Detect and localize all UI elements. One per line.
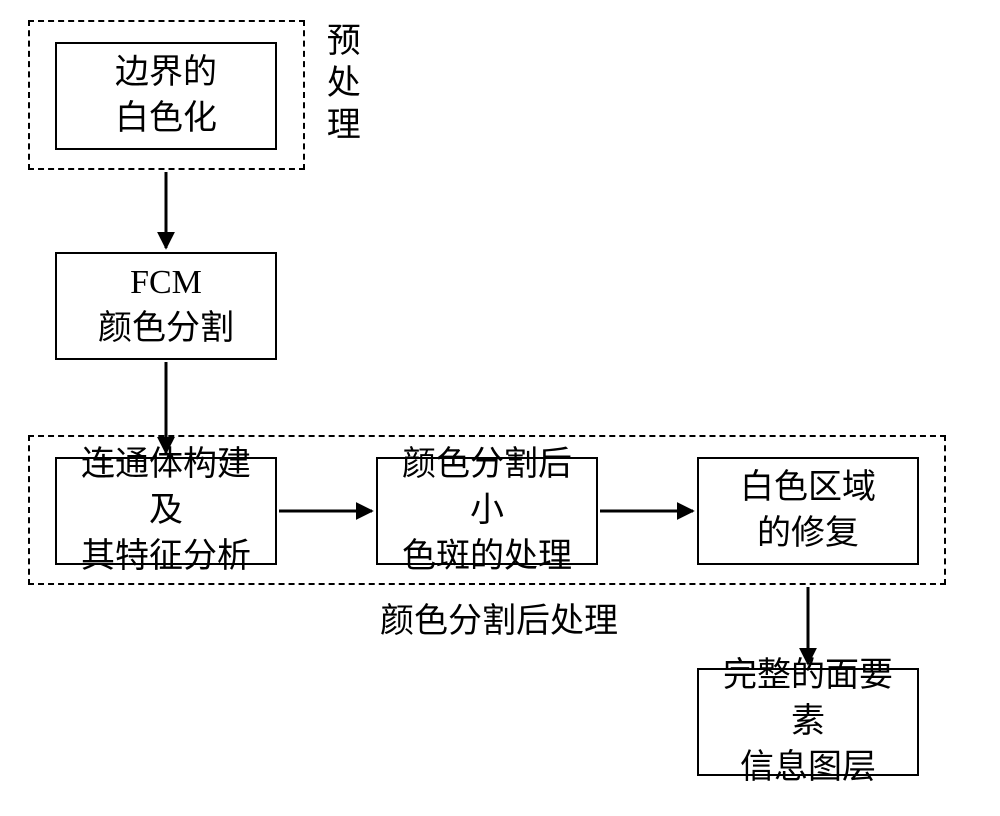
node-label: 颜色分割后小色斑的处理 (388, 442, 586, 580)
diagram-canvas: 预处理 颜色分割后处理 边界的白色化 FCM颜色分割 连通体构建及其特征分析 颜… (0, 0, 1000, 816)
node-label: FCM颜色分割 (98, 260, 234, 352)
node-connected-analysis: 连通体构建及其特征分析 (55, 457, 277, 565)
node-white-region-repair: 白色区域的修复 (697, 457, 919, 565)
node-label: 连通体构建及其特征分析 (67, 442, 265, 580)
node-label: 边界的白色化 (115, 50, 217, 142)
node-boundary-whiten: 边界的白色化 (55, 42, 277, 150)
node-label: 完整的面要素信息图层 (709, 653, 907, 791)
node-small-spot-processing: 颜色分割后小色斑的处理 (376, 457, 598, 565)
node-fcm-segmentation: FCM颜色分割 (55, 252, 277, 360)
node-complete-layer: 完整的面要素信息图层 (697, 668, 919, 776)
group-preprocess-label: 预处理 (317, 22, 361, 148)
group-postprocess-label: 颜色分割后处理 (380, 602, 618, 643)
node-label: 白色区域的修复 (740, 465, 876, 557)
